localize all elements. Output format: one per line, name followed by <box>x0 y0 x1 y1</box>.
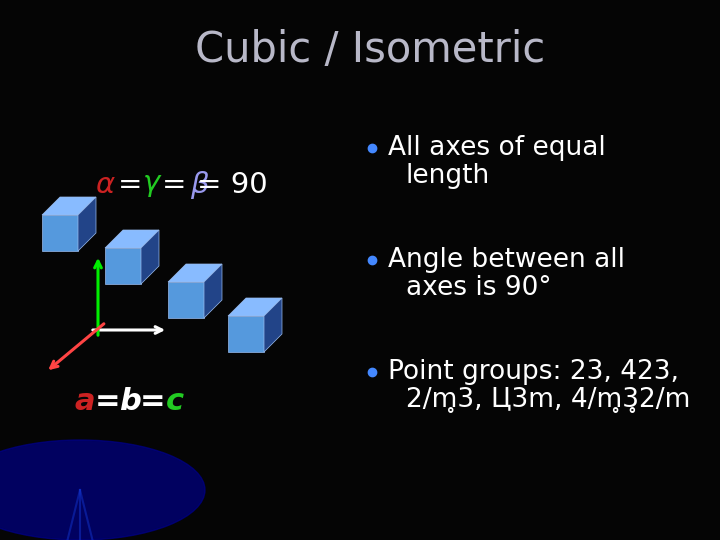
Text: $\alpha$: $\alpha$ <box>94 171 115 199</box>
Text: a: a <box>75 388 95 416</box>
Polygon shape <box>42 197 96 215</box>
Text: =: = <box>140 388 166 416</box>
Polygon shape <box>264 298 282 352</box>
Text: $\beta$: $\beta$ <box>190 169 210 201</box>
Polygon shape <box>42 215 78 251</box>
Polygon shape <box>105 248 141 284</box>
Ellipse shape <box>0 440 205 540</box>
Text: 2/m̥3, Ц3m, 4/m̥̥3̥2/m: 2/m̥3, Ц3m, 4/m̥̥3̥2/m <box>406 387 690 413</box>
Text: b: b <box>119 388 141 416</box>
Polygon shape <box>228 316 264 352</box>
Text: Cubic / Isometric: Cubic / Isometric <box>195 29 545 71</box>
Text: All axes of equal: All axes of equal <box>388 135 606 161</box>
Text: c: c <box>166 388 184 416</box>
Polygon shape <box>228 298 282 316</box>
Polygon shape <box>204 264 222 318</box>
Text: =: = <box>95 388 121 416</box>
Polygon shape <box>78 197 96 251</box>
Text: $\gamma$: $\gamma$ <box>142 171 162 199</box>
Text: axes is 90°: axes is 90° <box>406 275 552 301</box>
Polygon shape <box>105 230 159 248</box>
Polygon shape <box>141 230 159 284</box>
Text: = 90: = 90 <box>197 171 267 199</box>
Polygon shape <box>168 264 222 282</box>
Polygon shape <box>168 282 204 318</box>
Text: length: length <box>406 163 490 189</box>
Text: =: = <box>162 171 186 199</box>
Text: Angle between all: Angle between all <box>388 247 625 273</box>
Text: Point groups: 23, 423,: Point groups: 23, 423, <box>388 359 679 385</box>
Text: =: = <box>118 171 143 199</box>
